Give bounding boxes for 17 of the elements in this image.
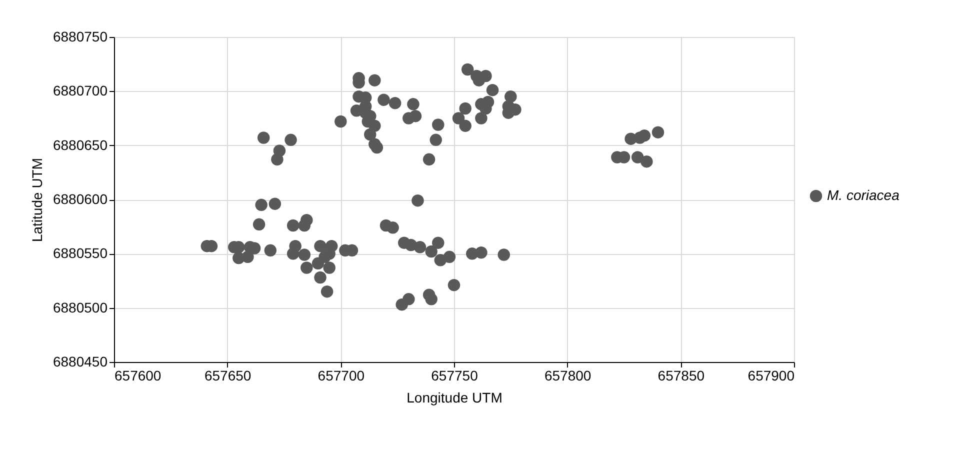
x-tick-label: 657700 [318,368,365,384]
y-tick-label: 6880700 [52,82,108,99]
y-axis-title: Latitude UTM [28,158,45,242]
y-tick-label: 6880450 [52,354,108,370]
y-tick-label: 6880650 [52,136,108,153]
x-tick-label: 657650 [204,368,252,384]
y-tick-label: 6880550 [52,245,108,262]
y-tick-label: 6880600 [52,191,108,207]
x-tick-label: 657800 [544,368,592,384]
legend-label: M. coriacea [827,187,900,203]
x-tick-label: 657750 [431,368,478,384]
y-tick-label: 6880750 [52,28,108,44]
y-tick-label: 6880500 [52,299,108,316]
x-tick-label: 657600 [114,368,162,384]
x-axis-title: Longitude UTM [406,390,502,406]
x-tick-label: 657850 [658,368,705,384]
x-tick-label: 657900 [748,368,795,384]
